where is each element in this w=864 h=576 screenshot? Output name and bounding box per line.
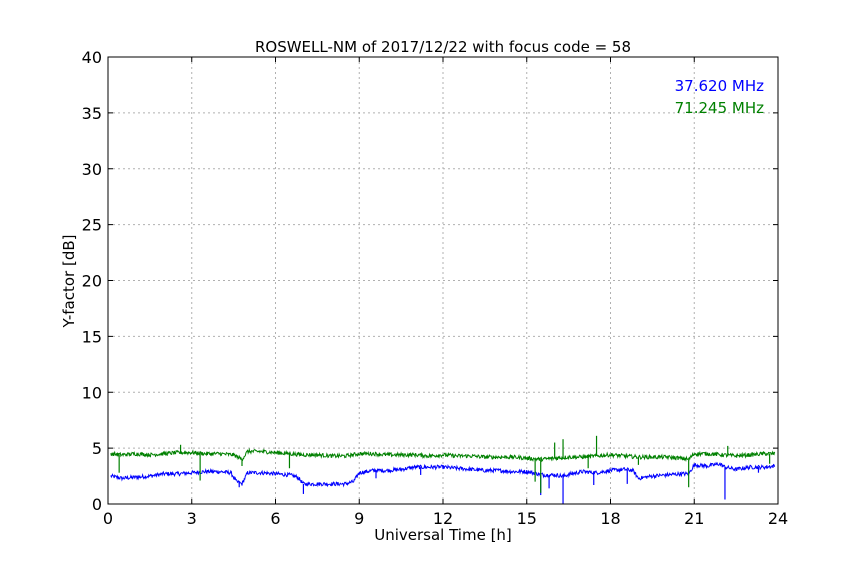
x-tick-label: 24 [768,509,788,528]
y-tick-label: 0 [92,495,102,514]
ticks: 0 3 6 9 12 15 18 21 24 0 5 10 15 20 25 30 35 40 [82,48,789,528]
x-tick-label: 18 [600,509,620,528]
grid [108,57,778,504]
x-axis-label: Universal Time [h] [374,526,512,544]
series-line-1 [110,461,776,488]
x-tick-label: 3 [187,509,197,528]
x-tick-label: 15 [517,509,537,528]
y-tick-label: 25 [82,216,102,235]
x-tick-label: 12 [433,509,453,528]
x-tick-label: 21 [684,509,704,528]
series-layer [110,435,776,504]
x-tick-label: 9 [354,509,364,528]
x-tick-label: 6 [270,509,280,528]
legend-entry-1: 37.620 MHz [675,77,764,95]
legend: 37.620 MHz 71.245 MHz [675,77,764,117]
series-line-2 [110,447,776,463]
y-tick-label: 30 [82,160,102,179]
y-tick-label: 10 [82,383,102,402]
y-tick-label: 5 [92,439,102,458]
y-tick-label: 20 [82,272,102,291]
y-tick-label: 40 [82,48,102,67]
y-axis-label: Y-factor [dB] [60,234,78,328]
x-tick-label: 0 [103,509,113,528]
y-tick-label: 35 [82,104,102,123]
y-tick-label: 15 [82,327,102,346]
chart-title: ROSWELL-NM of 2017/12/22 with focus code… [255,38,631,56]
legend-entry-2: 71.245 MHz [675,99,764,117]
